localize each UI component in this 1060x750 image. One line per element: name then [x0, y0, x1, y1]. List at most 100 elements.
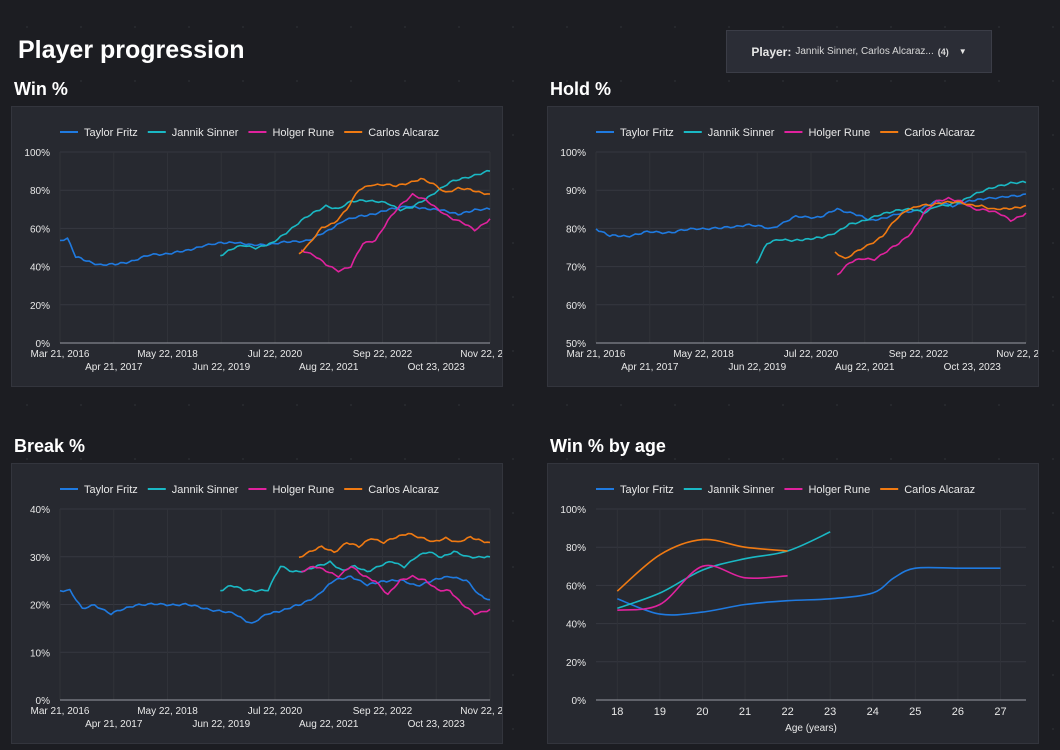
legend-label-holger-rune: Holger Rune: [808, 484, 870, 496]
legend-label-carlos-alcaraz: Carlos Alcaraz: [904, 127, 975, 139]
y-tick-label: 100%: [560, 148, 586, 159]
y-tick-label: 20%: [30, 601, 50, 612]
x-tick-label: Aug 22, 2021: [299, 362, 359, 373]
legend-label-jannik-sinner: Jannik Sinner: [172, 127, 239, 139]
y-tick-label: 0%: [36, 339, 51, 350]
x-tick-label: May 22, 2018: [673, 349, 734, 360]
legend-label-taylor-fritz: Taylor Fritz: [84, 484, 138, 496]
x-tick-label: Nov 22, 2024: [460, 706, 502, 717]
x-tick-label: Jul 22, 2020: [248, 706, 303, 717]
hold-chart-title: Hold %: [550, 79, 611, 99]
player-filter-value: Jannik Sinner, Carlos Alcaraz...: [795, 46, 934, 57]
hold-chart: Taylor Fritz Jannik Sinner Holger Rune Carl…: [560, 127, 1038, 373]
legend-label-holger-rune: Holger Rune: [272, 127, 334, 139]
x-tick-label: Apr 21, 2017: [85, 719, 143, 730]
y-tick-label: 60%: [566, 581, 586, 592]
series-line-jannik-sinner: [220, 550, 491, 593]
x-tick-label: 26: [952, 706, 964, 718]
y-tick-label: 10%: [30, 648, 50, 659]
legend-label-taylor-fritz: Taylor Fritz: [620, 127, 674, 139]
x-tick-label: Apr 21, 2017: [85, 362, 143, 373]
win-chart: Taylor Fritz Jannik Sinner Holger Rune Carl…: [24, 127, 502, 373]
break-chart-title: Break %: [14, 436, 86, 456]
series-line-jannik-sinner: [755, 180, 1027, 264]
x-tick-label: Jul 22, 2020: [248, 349, 303, 360]
x-tick-label: Mar 21, 2016: [567, 349, 626, 360]
x-tick-label: 18: [611, 706, 623, 718]
series-line-carlos-alcaraz: [834, 200, 1027, 260]
y-tick-label: 40%: [30, 263, 50, 274]
y-tick-label: 30%: [30, 553, 50, 564]
x-tick-label: Jun 22, 2019: [728, 362, 786, 373]
age-chart-title: Win % by age: [550, 436, 666, 456]
x-tick-label: Nov 22, 2024: [996, 349, 1038, 360]
x-tick-label: Sep 22, 2022: [889, 349, 949, 360]
y-tick-label: 80%: [30, 186, 50, 197]
x-tick-label: 23: [824, 706, 836, 718]
x-tick-label: 22: [781, 706, 793, 718]
y-tick-label: 100%: [560, 505, 586, 516]
legend-label-jannik-sinner: Jannik Sinner: [172, 484, 239, 496]
legend-label-taylor-fritz: Taylor Fritz: [620, 484, 674, 496]
series-line-carlos-alcaraz: [298, 177, 491, 255]
y-tick-label: 20%: [566, 658, 586, 669]
hold-chart-panel: Taylor Fritz Jannik Sinner Holger Rune Carl…: [547, 106, 1039, 387]
x-tick-label: 20: [696, 706, 708, 718]
y-tick-label: 60%: [30, 224, 50, 235]
x-tick-label: Mar 21, 2016: [31, 706, 90, 717]
x-tick-label: May 22, 2018: [137, 706, 198, 717]
win-chart-title: Win %: [14, 79, 68, 99]
series-line-taylor-fritz: [595, 193, 1027, 238]
x-tick-label: Aug 22, 2021: [299, 719, 359, 730]
break-chart-panel: Taylor Fritz Jannik Sinner Holger Rune Carl…: [11, 463, 503, 744]
x-tick-label: Jun 22, 2019: [192, 719, 250, 730]
series-line-taylor-fritz: [59, 205, 491, 266]
legend-label-carlos-alcaraz: Carlos Alcaraz: [368, 484, 439, 496]
y-tick-label: 50%: [566, 339, 586, 350]
x-tick-label: Oct 23, 2023: [408, 719, 466, 730]
x-tick-label: Aug 22, 2021: [835, 362, 895, 373]
legend-label-carlos-alcaraz: Carlos Alcaraz: [368, 127, 439, 139]
x-tick-label: 24: [867, 706, 879, 718]
legend-label-jannik-sinner: Jannik Sinner: [708, 484, 775, 496]
x-tick-label: Oct 23, 2023: [944, 362, 1002, 373]
series-line-holger-rune: [301, 565, 491, 616]
x-tick-label: May 22, 2018: [137, 349, 198, 360]
chevron-down-icon: ▼: [958, 47, 967, 56]
x-tick-label: Jun 22, 2019: [192, 362, 250, 373]
series-line-taylor-fritz: [59, 575, 491, 624]
y-tick-label: 20%: [30, 301, 50, 312]
y-tick-label: 40%: [30, 505, 50, 516]
player-filter-count: (4): [937, 46, 949, 57]
player-filter-dropdown[interactable]: Player: Jannik Sinner, Carlos Alcaraz...…: [726, 30, 992, 73]
age-chart: Taylor Fritz Jannik Sinner Holger Rune Carl…: [560, 484, 1026, 734]
y-tick-label: 80%: [566, 224, 586, 235]
x-tick-label: Nov 22, 2024: [460, 349, 502, 360]
y-tick-label: 40%: [566, 620, 586, 631]
x-tick-label: 25: [909, 706, 921, 718]
x-axis-title: Age (years): [785, 723, 837, 734]
y-tick-label: 80%: [566, 543, 586, 554]
series-line-holger-rune: [617, 564, 788, 611]
x-tick-label: 21: [739, 706, 751, 718]
series-line-carlos-alcaraz: [616, 538, 788, 592]
y-tick-label: 100%: [24, 148, 50, 159]
x-tick-label: Oct 23, 2023: [408, 362, 466, 373]
series-line-jannik-sinner: [617, 531, 831, 610]
win-chart-panel: Taylor Fritz Jannik Sinner Holger Rune Carl…: [11, 106, 503, 387]
x-tick-label: 19: [654, 706, 666, 718]
legend-label-holger-rune: Holger Rune: [808, 127, 870, 139]
y-tick-label: 70%: [566, 263, 586, 274]
legend-label-holger-rune: Holger Rune: [272, 484, 334, 496]
player-filter-label: Player:: [751, 44, 792, 59]
y-tick-label: 60%: [566, 301, 586, 312]
series-line-carlos-alcaraz: [298, 532, 491, 559]
x-tick-label: 27: [994, 706, 1006, 718]
series-line-taylor-fritz: [617, 566, 1001, 616]
y-tick-label: 90%: [566, 186, 586, 197]
y-tick-label: 0%: [572, 696, 587, 707]
legend-label-taylor-fritz: Taylor Fritz: [84, 127, 138, 139]
break-chart: Taylor Fritz Jannik Sinner Holger Rune Carl…: [30, 484, 502, 730]
x-tick-label: Jul 22, 2020: [784, 349, 839, 360]
y-tick-label: 0%: [36, 696, 51, 707]
